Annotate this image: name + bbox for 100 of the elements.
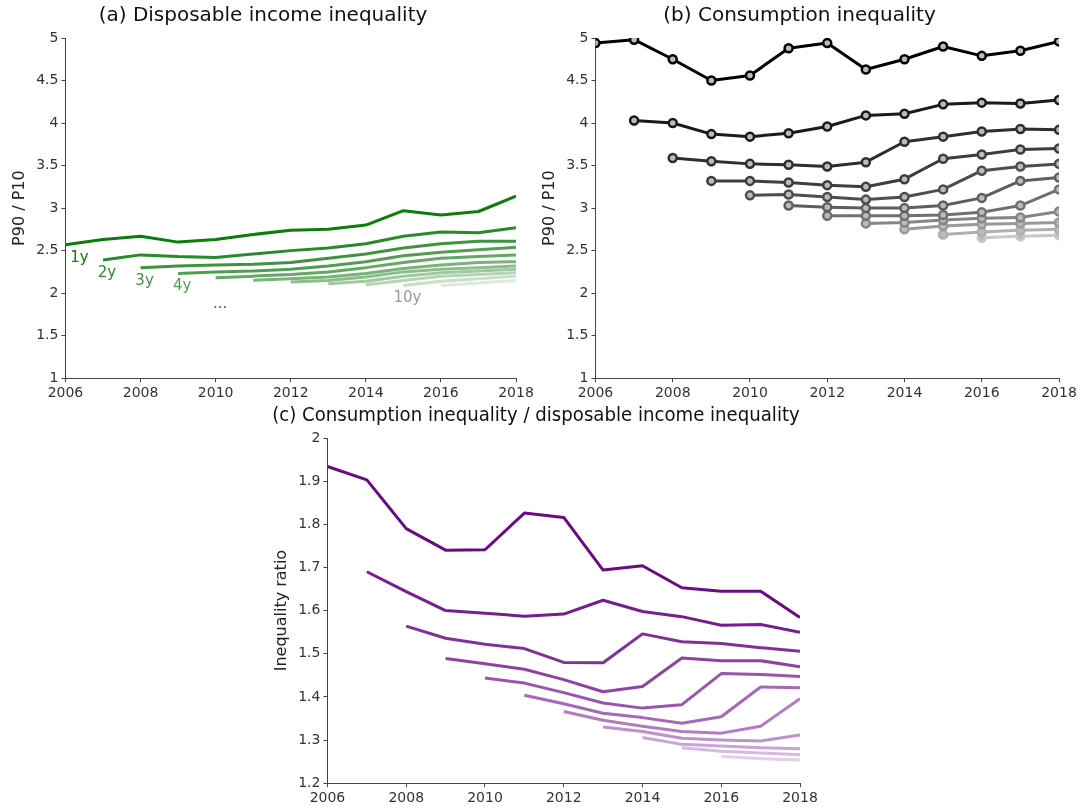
point [783,200,794,211]
x-tick-label: 2012 [545,789,582,806]
x-tick-label: 2006 [47,384,84,401]
y-tick-label: 3 [579,198,589,215]
y-tick-label: 1.3 [298,730,321,747]
y-axis-title: Inequality ratio [270,549,290,672]
point [783,128,794,139]
y-tick-label: 2.5 [36,241,59,258]
point [744,175,756,187]
point [1015,212,1026,223]
point [628,115,640,126]
point [1015,175,1026,187]
point [667,152,678,164]
point [821,179,833,191]
point [937,184,949,195]
x-tick-label: 2008 [654,384,691,401]
series-label: 2y [97,262,117,281]
point [860,194,872,205]
point [937,153,949,165]
point [976,149,987,160]
point [899,202,910,214]
point [1015,200,1026,211]
point [706,75,717,86]
point [821,191,833,203]
y-tick-label: 2.5 [566,241,589,258]
point [976,165,987,176]
point [667,54,678,65]
point [744,158,756,170]
chart-title: (c) Consumption inequality / disposable income inequality [272,402,800,427]
point [937,99,949,110]
x-tick-label: 2016 [703,789,740,806]
y-tick-label: 5 [49,28,59,45]
point [783,177,794,188]
point [860,156,872,168]
y-tick-label: 2 [311,428,321,445]
y-tick-label: 1.4 [298,687,321,704]
x-tick-label: 2012 [272,384,309,401]
point [860,181,872,193]
y-tick-label: 2 [579,283,589,300]
point [706,128,717,140]
point [937,200,949,211]
series-label: 1y [70,247,89,266]
point [899,173,910,185]
point [783,189,794,200]
y-axis-title: P90 / P10 [8,170,28,246]
y-tick-label: 4.5 [36,71,59,88]
y-tick-label: 2 [49,283,59,300]
point [937,229,949,240]
x-tick-label: 2014 [886,384,923,401]
x-tick-label: 2010 [732,384,768,401]
point [976,97,987,108]
y-tick-label: 1 [49,368,59,385]
y-tick-label: 4.5 [566,71,589,88]
y-tick-label: 1.8 [298,514,321,531]
y-tick-label: 1.7 [298,558,321,575]
y-axis-title: P90 / P10 [538,170,558,246]
annotation: ... [212,294,228,313]
y-tick-label: 1.2 [298,773,321,790]
point [1015,144,1026,155]
x-tick-label: 2008 [388,789,425,806]
y-tick-label: 1.5 [36,326,59,343]
point [706,156,717,167]
point [744,70,756,81]
x-tick-label: 2014 [348,384,384,401]
point [667,117,678,129]
series-label: 3y [135,270,154,289]
y-tick-label: 1.5 [566,326,589,343]
x-tick-label: 2006 [577,384,614,401]
x-tick-label: 2012 [809,384,846,401]
point [860,64,872,75]
point [899,108,910,119]
point [821,210,833,221]
x-tick-label: 2016 [963,384,1000,401]
point [976,126,987,137]
point [899,191,910,203]
point [706,175,717,187]
x-tick-label: 2018 [498,384,534,401]
x-tick-label: 2006 [309,789,346,806]
point [899,136,910,148]
point [821,202,833,213]
x-tick-label: 2014 [624,789,661,806]
point [937,131,949,142]
y-tick-label: 5 [579,28,589,45]
series-label: 4y [172,276,192,295]
point [860,110,872,121]
y-tick-label: 3.5 [566,156,589,173]
x-tick-label: 2018 [782,789,818,806]
point [976,50,987,62]
point [976,192,987,204]
y-tick-label: 4 [49,113,59,130]
y-tick-label: 4 [579,113,589,130]
x-tick-label: 2018 [1041,384,1077,401]
y-tick-label: 1 [579,368,589,385]
y-tick-label: 1.6 [298,601,321,618]
x-tick-label: 2008 [122,384,159,401]
y-tick-label: 1.9 [298,471,321,488]
x-tick-label: 2010 [467,789,503,806]
chart-title: (a) Disposable income inequality [98,2,428,27]
point [1015,45,1026,57]
y-tick-label: 3 [49,198,59,215]
